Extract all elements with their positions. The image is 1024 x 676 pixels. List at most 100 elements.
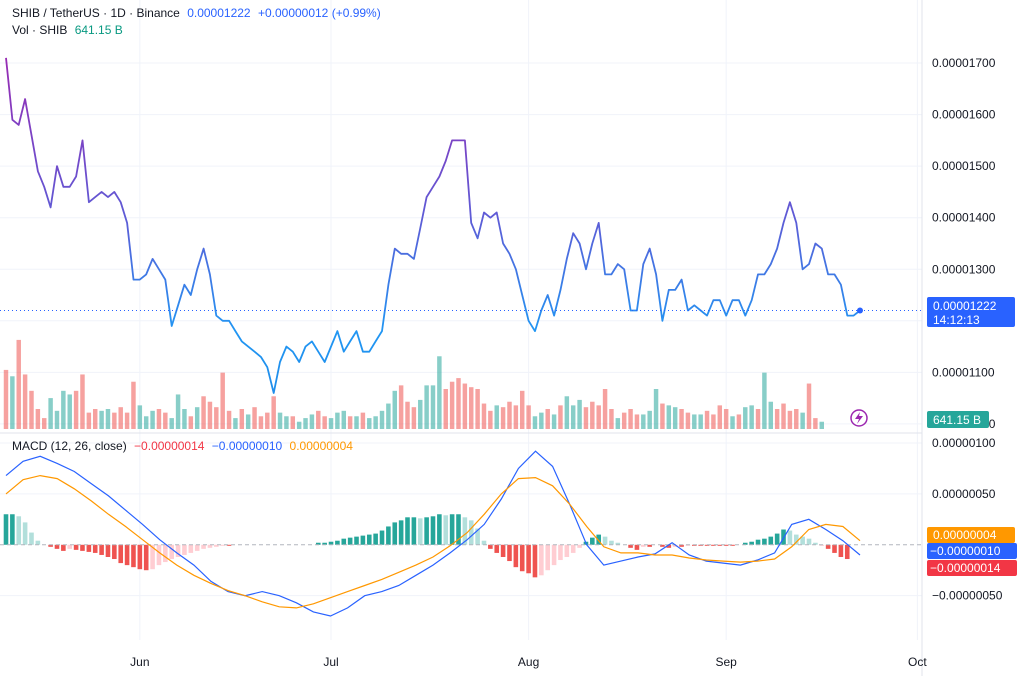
volume-bar <box>398 385 404 429</box>
volume-bar <box>10 376 15 429</box>
volume-bar <box>602 389 608 429</box>
volume-bar <box>86 412 92 429</box>
macd-histogram-bar <box>832 544 837 553</box>
macd-histogram-bar <box>354 536 359 545</box>
macd-axis[interactable]: 0.00000100 0.00000050 −0.00000050 <box>932 436 1003 603</box>
volume-bar <box>462 383 468 429</box>
price-tag-value: 0.00001222 <box>933 299 997 313</box>
volume-bar <box>813 418 818 429</box>
macd-histogram-bar <box>641 544 646 547</box>
volume-bar <box>755 409 761 429</box>
macd-histogram-bar <box>366 534 372 545</box>
macd-histogram-bar <box>411 517 417 545</box>
macd-histogram-bar <box>92 544 98 553</box>
macd-histogram-bar <box>468 520 474 545</box>
volume-bar <box>469 387 474 429</box>
volume-bar <box>252 407 257 429</box>
macd-histogram-bar <box>449 514 455 545</box>
macd-histogram-bar <box>838 544 844 557</box>
volume-bar <box>296 421 302 429</box>
volume-bar <box>290 416 296 429</box>
macd-histogram-bar <box>112 544 117 560</box>
macd-line <box>5 450 861 617</box>
volume-tag: 641.15 B <box>927 411 989 428</box>
volume-bars <box>3 339 824 429</box>
macd-histogram-bar <box>481 540 487 545</box>
signal-line <box>5 474 861 609</box>
legend-main[interactable]: SHIB / TetherUS · 1D · Binance 0.0000122… <box>12 6 385 20</box>
volume-bar <box>723 409 729 429</box>
macd-histogram-bar <box>717 544 723 546</box>
macd-histogram-bar <box>54 544 60 549</box>
volume-bar <box>124 412 130 429</box>
volume-bar <box>475 389 480 429</box>
volume-bar <box>781 403 786 429</box>
price-tick-label: 0.00001300 <box>932 262 996 276</box>
macd-line-tag: −0.00000010 <box>927 543 1017 559</box>
macd-histogram-bar <box>335 540 340 545</box>
volume-bar <box>570 405 576 429</box>
macd-histogram-bar <box>793 534 799 545</box>
volume-bar <box>437 356 442 429</box>
macd-histogram-bar <box>386 526 391 545</box>
macd-line-value: −0.00000010 <box>211 439 283 453</box>
macd-histogram-bar <box>551 544 557 566</box>
volume-value: 641.15 B <box>74 23 123 37</box>
volume-bar <box>354 416 359 429</box>
last-price: 0.00001222 <box>187 6 251 20</box>
volume-bar <box>239 409 245 429</box>
volume-bar <box>35 409 41 429</box>
volume-bar <box>226 410 232 429</box>
macd-histogram-bar <box>755 539 761 545</box>
macd-histogram-bar <box>315 542 321 545</box>
volume-bar <box>704 410 710 429</box>
macd-histogram-bar <box>660 544 665 547</box>
macd-histogram-bar <box>519 544 525 572</box>
macd-histogram-bar <box>532 544 538 578</box>
macd-histogram-bar <box>437 514 442 545</box>
macd-histogram-bar <box>768 536 774 545</box>
macd-histogram-bar <box>590 537 595 545</box>
volume-bar <box>456 378 461 429</box>
macd-histogram-bar <box>124 544 130 566</box>
macd-histogram-bar <box>647 544 652 547</box>
volume-bar <box>405 401 410 429</box>
symbol-label[interactable]: SHIB / TetherUS · 1D · Binance <box>12 6 180 20</box>
volume-bar <box>61 390 66 429</box>
macd-histogram-bar <box>692 544 697 546</box>
price-axis[interactable]: 0.00001700 0.00001600 0.00001500 0.00001400… <box>932 56 996 431</box>
volume-bar <box>418 399 423 429</box>
volume-bar <box>169 418 174 429</box>
legend-macd[interactable]: MACD (12, 26, close) −0.00000014 −0.0000… <box>12 439 357 453</box>
volume-bar <box>800 412 805 429</box>
volume-bar <box>392 390 397 429</box>
macd-histogram-bar <box>774 533 780 545</box>
macd-histogram-bar <box>443 515 449 545</box>
volume-bar <box>386 403 391 429</box>
volume-bar <box>628 409 633 429</box>
macd-histogram-bar <box>494 544 500 553</box>
volume-bar <box>137 405 143 429</box>
volume-bar <box>819 421 824 429</box>
macd-histogram-bar <box>456 514 461 545</box>
volume-bar <box>29 390 34 429</box>
volume-bar <box>73 390 79 429</box>
macd-histogram-bar <box>526 544 531 574</box>
volume-bar <box>118 407 123 429</box>
volume-bar <box>80 374 85 429</box>
volume-bar <box>430 385 436 429</box>
macd-histogram-bar <box>226 544 232 546</box>
volume-bar <box>360 412 366 429</box>
price-tick-label: 0.00001500 <box>932 159 996 173</box>
lightning-bolt-icon[interactable] <box>850 409 868 427</box>
volume-bar <box>794 409 799 429</box>
volume-bar <box>367 418 372 429</box>
legend-volume[interactable]: Vol · SHIB 641.15 B <box>12 23 127 37</box>
macd-histogram-bar <box>405 517 410 545</box>
volume-bar <box>488 410 493 429</box>
macd-histogram-bar <box>163 544 168 563</box>
time-axis[interactable]: Jun Jul Aug Sep Oct <box>130 655 927 669</box>
macd-histogram-bar <box>570 544 576 553</box>
macd-histogram-bar <box>73 544 79 550</box>
